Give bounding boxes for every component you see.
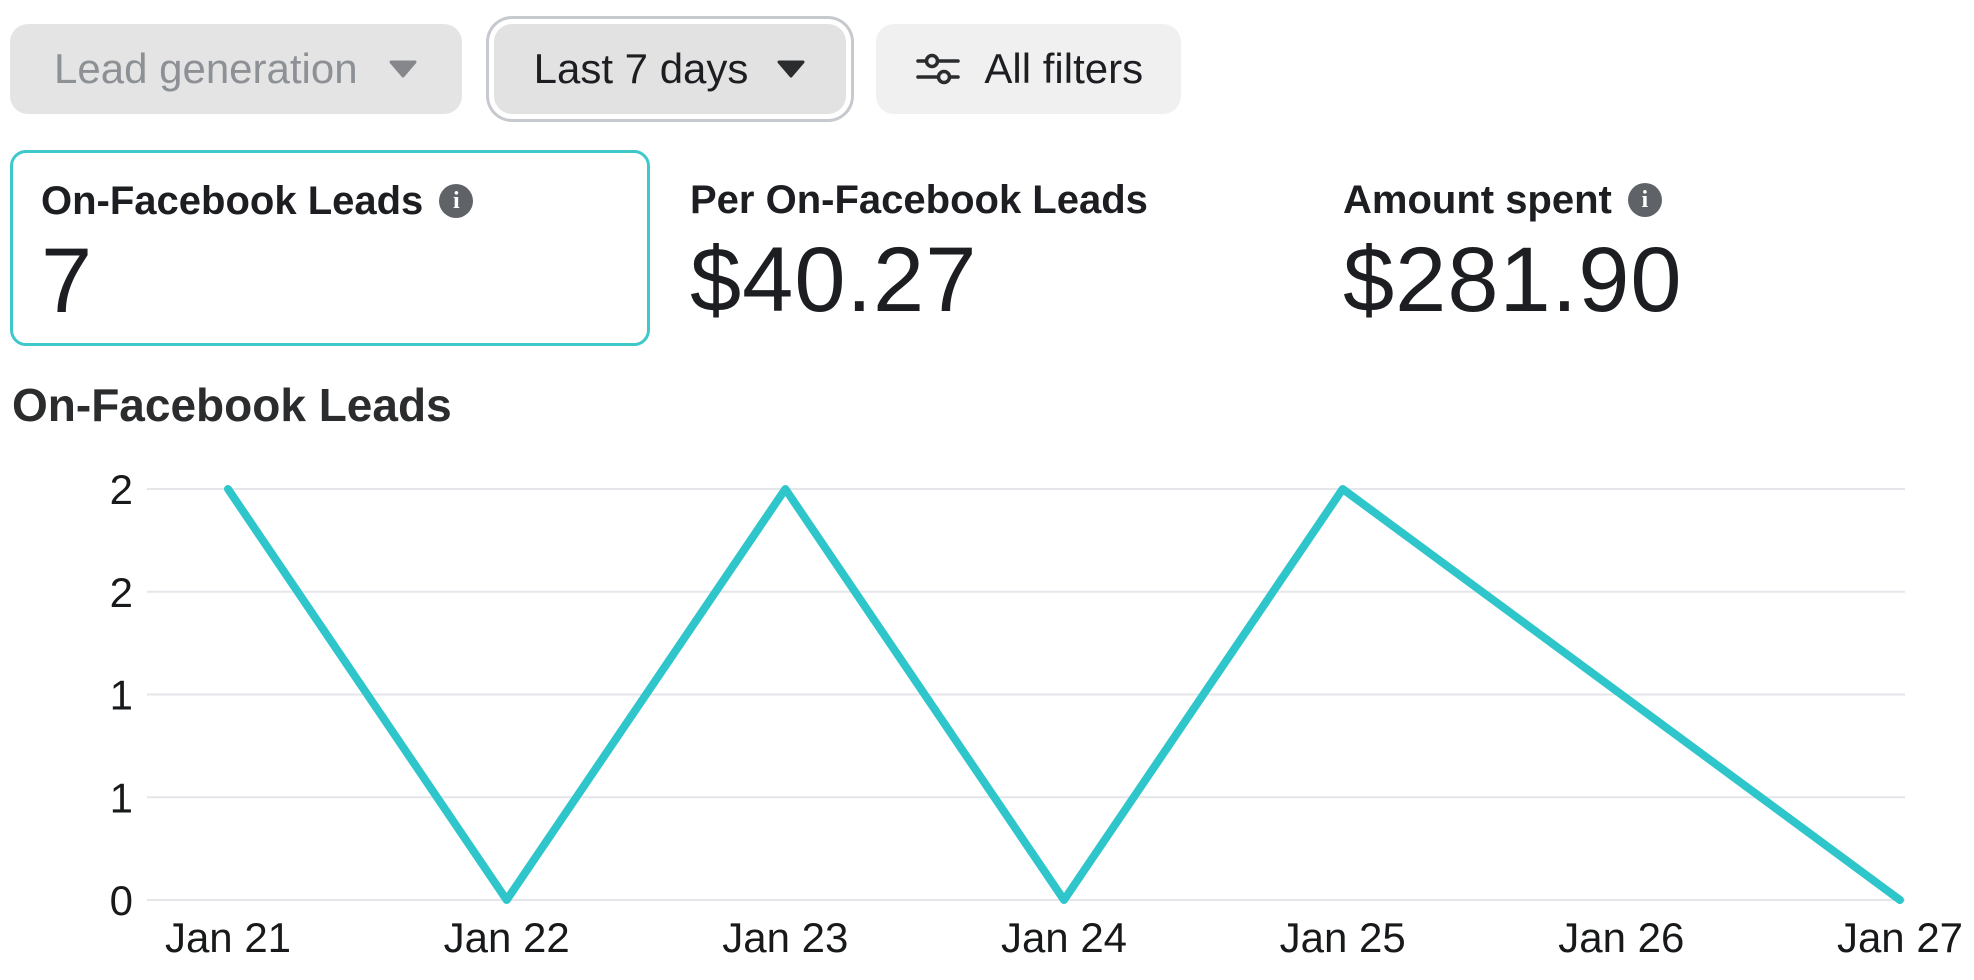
x-axis-tick-label: Jan 22 (444, 914, 570, 961)
y-axis-tick-label: 0 (110, 877, 133, 924)
sliders-icon (914, 45, 962, 93)
all-filters-label: All filters (984, 45, 1144, 92)
chevron-down-icon (776, 59, 806, 79)
y-axis-tick-label: 1 (110, 774, 133, 821)
date-range-dropdown-label: Last 7 days (533, 45, 749, 92)
metric-value: 7 (41, 230, 94, 332)
chevron-down-icon (388, 59, 418, 79)
leads-line-chart: 2 2 1 1 0 Jan 21 Jan 22 Jan 23 Jan 24 Jan 25 Jan 2… (110, 466, 1963, 961)
metric-label: Amount spent (1343, 178, 1612, 222)
x-axis-tick-label: Jan 27 (1837, 914, 1963, 961)
x-axis-tick-label: Jan 26 (1558, 914, 1684, 961)
metric-value: $281.90 (1343, 229, 1683, 331)
objective-dropdown[interactable]: Lead generation (10, 24, 462, 114)
metric-card-amount-spent[interactable]: Amount spent i $281.90 (1343, 176, 1683, 326)
metric-label: On-Facebook Leads (41, 179, 424, 223)
all-filters-button[interactable]: All filters (876, 24, 1182, 114)
metric-card-on-facebook-leads[interactable]: On-Facebook Leads i 7 (10, 150, 650, 346)
date-range-dropdown[interactable]: Last 7 days (493, 24, 847, 114)
metric-label: Per On-Facebook Leads (690, 178, 1148, 222)
y-axis-tick-label: 1 (110, 672, 133, 719)
y-axis-tick-label: 2 (110, 466, 133, 513)
info-icon[interactable]: i (1627, 183, 1662, 217)
y-axis-tick-label: 2 (110, 569, 133, 616)
chart-title: On-Facebook Leads (12, 379, 452, 431)
toolbar: Lead generation Last 7 days (10, 24, 1182, 114)
x-axis-tick-label: Jan 25 (1280, 914, 1406, 961)
x-axis-tick-label: Jan 21 (165, 914, 291, 961)
metric-value: $40.27 (690, 229, 978, 331)
x-axis-tick-label: Jan 24 (1001, 914, 1127, 961)
x-axis-tick-label: Jan 23 (722, 914, 848, 961)
objective-dropdown-label: Lead generation (54, 45, 358, 92)
info-icon[interactable]: i (439, 184, 474, 218)
metric-card-per-on-facebook-leads[interactable]: Per On-Facebook Leads $40.27 (690, 176, 1148, 326)
leads-series-line (224, 485, 1904, 904)
